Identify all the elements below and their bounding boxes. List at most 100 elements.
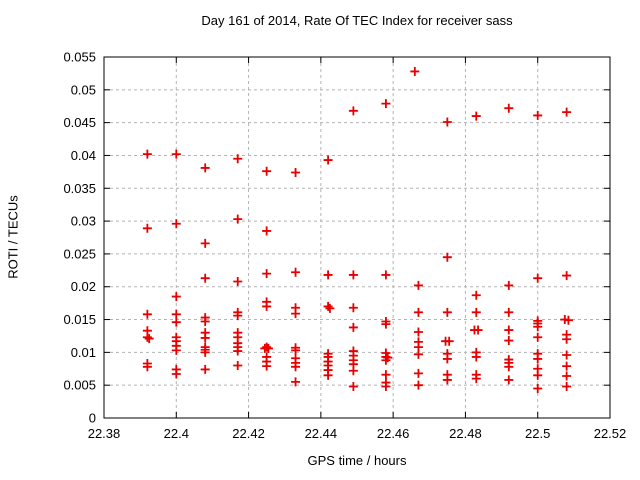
- data-point: [325, 303, 335, 313]
- data-point: [504, 362, 514, 372]
- data-point: [142, 309, 152, 319]
- data-point: [233, 360, 243, 370]
- data-point: [262, 301, 272, 311]
- y-tick-label: 0.03: [71, 214, 96, 229]
- data-point: [262, 269, 272, 279]
- data-point: [348, 366, 358, 376]
- data-point: [142, 149, 152, 159]
- y-tick-label: 0.01: [71, 345, 96, 360]
- y-tick-label: 0.05: [71, 82, 96, 97]
- data-point: [442, 117, 452, 127]
- data-point: [171, 292, 181, 302]
- data-point: [323, 370, 333, 380]
- y-tick-label: 0: [89, 411, 96, 426]
- data-point: [471, 307, 481, 317]
- data-point: [504, 325, 514, 335]
- data-point: [291, 168, 301, 178]
- data-point: [444, 336, 454, 346]
- x-tick-label: 22.52: [594, 426, 627, 441]
- x-tick-label: 22.5: [525, 426, 550, 441]
- data-point: [200, 273, 210, 283]
- data-point: [291, 267, 301, 277]
- data-point: [348, 106, 358, 116]
- data-point: [442, 252, 452, 262]
- y-tick-label: 0.025: [63, 246, 96, 261]
- data-point: [262, 226, 272, 236]
- data-point: [381, 99, 391, 109]
- y-tick-label: 0.045: [63, 115, 96, 130]
- data-point: [171, 149, 181, 159]
- data-point: [562, 334, 572, 344]
- data-point: [291, 345, 301, 355]
- data-point: [381, 381, 391, 391]
- x-axis-label: GPS time / hours: [307, 453, 407, 468]
- data-point: [200, 347, 210, 357]
- data-point: [442, 307, 452, 317]
- data-point: [413, 327, 423, 337]
- data-point: [533, 332, 543, 342]
- data-point: [200, 333, 210, 343]
- data-point: [171, 369, 181, 379]
- data-point: [291, 309, 301, 319]
- data-point: [323, 301, 333, 311]
- data-point: [323, 155, 333, 165]
- data-point: [533, 110, 543, 120]
- data-point: [413, 280, 423, 290]
- data-point: [471, 111, 481, 121]
- data-point: [142, 332, 152, 342]
- data-point: [471, 374, 481, 384]
- x-tick-label: 22.46: [377, 426, 410, 441]
- data-point: [348, 381, 358, 391]
- data-point: [504, 280, 514, 290]
- data-point: [200, 364, 210, 374]
- data-point: [348, 270, 358, 280]
- data-point: [233, 214, 243, 224]
- data-point: [262, 361, 272, 371]
- data-point: [533, 354, 543, 364]
- data-point: [262, 342, 272, 352]
- plot-border: [103, 56, 611, 419]
- data-point: [533, 370, 543, 380]
- data-point: [291, 377, 301, 387]
- data-point: [533, 322, 543, 332]
- data-point: [413, 349, 423, 359]
- y-tick-label: 0.02: [71, 279, 96, 294]
- data-point: [563, 315, 573, 325]
- data-point: [381, 270, 391, 280]
- y-tick-label: 0.055: [63, 50, 96, 65]
- data-point: [233, 154, 243, 164]
- data-point: [263, 343, 273, 353]
- data-point: [413, 380, 423, 390]
- data-point: [504, 307, 514, 317]
- data-point: [562, 361, 572, 371]
- data-point: [233, 276, 243, 286]
- chart-title: Day 161 of 2014, Rate Of TEC Index for r…: [201, 13, 513, 28]
- data-point: [262, 166, 272, 176]
- data-point: [144, 334, 154, 344]
- data-point: [171, 309, 181, 319]
- data-point: [471, 352, 481, 362]
- data-point: [200, 317, 210, 327]
- data-point: [348, 303, 358, 313]
- x-tick-label: 22.38: [88, 426, 121, 441]
- data-point: [348, 322, 358, 332]
- data-point: [504, 103, 514, 113]
- data-point: [504, 336, 514, 346]
- data-point: [442, 354, 452, 364]
- data-point: [562, 271, 572, 281]
- data-point: [413, 368, 423, 378]
- data-point: [413, 307, 423, 317]
- data-point: [291, 362, 301, 372]
- x-tick-label: 22.4: [164, 426, 189, 441]
- x-tick-label: 22.48: [449, 426, 482, 441]
- data-point: [200, 238, 210, 248]
- data-point: [471, 290, 481, 300]
- x-tick-label: 22.44: [305, 426, 338, 441]
- data-point: [142, 362, 152, 372]
- data-point: [171, 219, 181, 229]
- data-point: [473, 325, 483, 335]
- data-point: [410, 66, 420, 76]
- data-point: [171, 317, 181, 327]
- y-tick-label: 0.04: [71, 148, 96, 163]
